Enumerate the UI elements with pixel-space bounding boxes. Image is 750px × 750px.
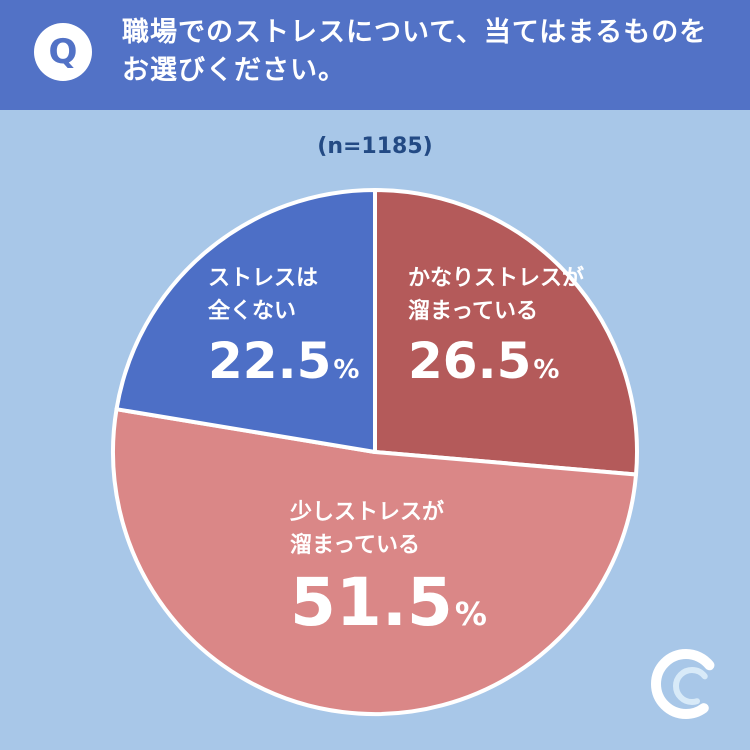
label-not-stressed-line1: ストレスは xyxy=(208,266,319,291)
slice-somewhat-stressed xyxy=(111,407,639,717)
slice-very-stressed xyxy=(373,188,639,477)
brand-logo-icon xyxy=(651,649,721,719)
value-not-stressed-unit: % xyxy=(333,355,360,385)
label-very-stressed: かなりストレスが 溜まっている 26.5% xyxy=(408,262,584,386)
value-not-stressed: 22.5% xyxy=(208,336,359,386)
label-not-stressed: ストレスは 全くない 22.5% xyxy=(208,262,359,386)
question-line-1: 職場でのストレスについて、当てはまるものを xyxy=(122,17,708,48)
value-very-stressed-unit: % xyxy=(533,355,560,385)
value-somewhat-stressed: 51.5% xyxy=(290,570,487,636)
value-very-stressed-number: 26.5 xyxy=(408,332,532,390)
label-very-stressed-line2: 溜まっている xyxy=(408,299,539,324)
label-somewhat-stressed-line2: 溜まっている xyxy=(290,533,421,558)
question-header: Q 職場でのストレスについて、当てはまるものを お選びください。 xyxy=(0,0,750,110)
label-not-stressed-line2: 全くない xyxy=(208,299,297,324)
label-somewhat-stressed-line1: 少しストレスが xyxy=(290,500,445,525)
q-badge-letter: Q xyxy=(48,32,78,72)
value-not-stressed-number: 22.5 xyxy=(208,332,332,390)
value-very-stressed: 26.5% xyxy=(408,336,584,386)
sample-size-label: (n=1185) xyxy=(317,134,433,159)
slice-not-stressed xyxy=(114,188,377,454)
value-somewhat-stressed-unit: % xyxy=(454,595,487,633)
label-somewhat-stressed: 少しストレスが 溜まっている 51.5% xyxy=(290,496,487,636)
label-very-stressed-line1: かなりストレスが xyxy=(408,266,585,291)
q-badge: Q xyxy=(34,23,92,81)
question-text: 職場でのストレスについて、当てはまるものを お選びください。 xyxy=(122,14,722,90)
question-line-2: お選びください。 xyxy=(122,55,346,86)
value-somewhat-stressed-number: 51.5 xyxy=(290,564,453,641)
